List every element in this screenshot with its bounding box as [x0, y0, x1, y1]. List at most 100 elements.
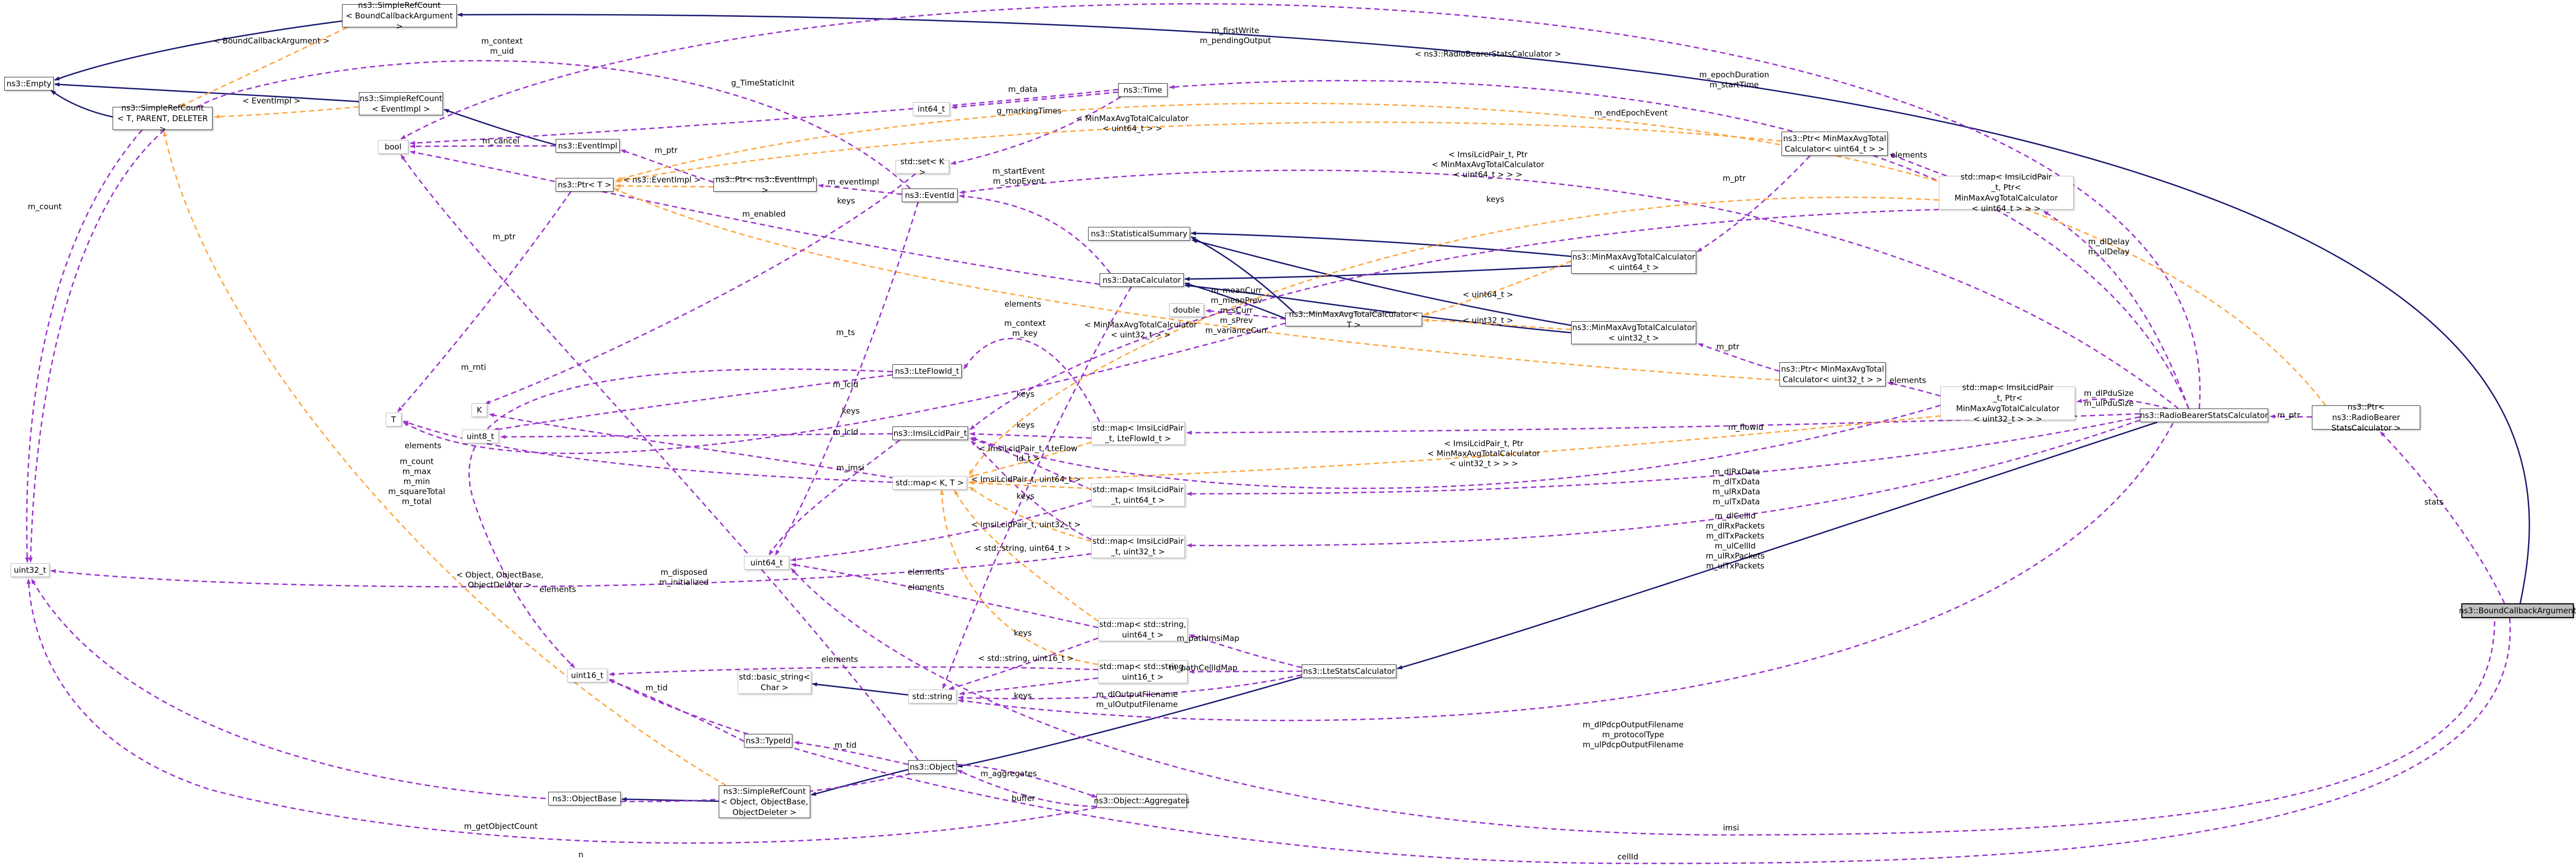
class-node-lteflowid[interactable]: ns3::LteFlowId_t [892, 364, 962, 378]
edge-member-22 [951, 91, 1119, 110]
class-node-set-k: std::set< K > [895, 157, 949, 177]
edge-template-60 [1424, 260, 1572, 316]
class-node-uint8: uint8_t [462, 430, 499, 443]
edge-member-69 [768, 439, 900, 555]
class-node-mmatc-u32[interactable]: ns3::MinMaxAvgTotalCalculator < uint32_t… [1571, 321, 1696, 344]
class-node-eventimpl[interactable]: ns3::EventImpl [556, 139, 620, 153]
edge-member-88 [51, 553, 1092, 588]
class-node-object[interactable]: ns3::Object [908, 760, 957, 774]
edge-member-20 [774, 202, 919, 555]
class-node-empty[interactable]: ns3::Empty [4, 77, 54, 91]
edge-template-82 [969, 481, 1092, 490]
edge-member-68 [493, 374, 893, 432]
class-node-eventid[interactable]: ns3::EventId [902, 188, 958, 202]
edge-member-92 [25, 130, 143, 563]
edge-template-54 [968, 196, 1939, 475]
edge-template-61 [1424, 318, 1572, 331]
class-node-ltestats[interactable]: ns3::LteStatsCalculator [1302, 664, 1396, 678]
edge-template-55 [615, 121, 1782, 183]
edge-template-74 [179, 26, 348, 107]
class-node-map-ilp-ptr32: std::map< ImsiLcidPair _t, Ptr< MinMaxAv… [1940, 383, 2075, 424]
class-node-map-kt: std::map< K, T > [892, 476, 967, 490]
edge-member-27 [942, 286, 1132, 689]
edge-member-87 [791, 563, 1099, 629]
edge-template-72 [163, 131, 727, 787]
edge-member-63 [403, 322, 1286, 454]
edge-member-50 [1189, 669, 1302, 674]
class-node-statsum[interactable]: ns3::StatisticalSummary [1088, 227, 1190, 241]
edge-member-89 [609, 666, 1099, 676]
edge-member-43 [400, 154, 919, 761]
edge-member-44 [31, 579, 911, 802]
edge-inheritance-0 [54, 20, 343, 81]
edge-inheritance-7 [1191, 231, 1572, 257]
class-node-rbsc[interactable]: ns3::RadioBearerStatsCalculator [2140, 409, 2268, 422]
class-node-ptr-rbsc[interactable]: ns3::Ptr< ns3::RadioBearer StatsCalculat… [2312, 402, 2420, 433]
edge-member-76 [970, 437, 1092, 491]
class-node-mmatc-u64[interactable]: ns3::MinMaxAvgTotalCalculator < uint64_t… [1571, 251, 1696, 274]
class-node-imsilcid[interactable]: ns3::ImsiLcidPair_t [892, 426, 968, 440]
edge-member-33 [1186, 419, 2140, 548]
edge-member-75 [970, 432, 1092, 439]
edge-member-39 [2380, 431, 2505, 604]
edge-member-17 [620, 149, 714, 183]
edge-member-29 [1169, 79, 2190, 409]
edge-template-83 [969, 486, 1092, 542]
edge-member-64 [403, 420, 893, 483]
edge-member-52 [1697, 155, 1810, 253]
edge-inheritance-15 [812, 682, 909, 696]
edge-member-51 [958, 674, 1302, 700]
class-node-uint64: uint64_t [744, 556, 789, 570]
class-node-ptr-mmatc-u64[interactable]: ns3::Ptr< MinMaxAvgTotal Calculator< uin… [1782, 132, 1888, 156]
edge-member-23 [951, 96, 1121, 165]
edge-member-36 [958, 423, 2174, 721]
edge-template-81 [969, 441, 1092, 478]
edge-member-62 [1205, 308, 1286, 320]
class-node-typeid[interactable]: ns3::TypeId [744, 734, 792, 748]
edge-inheritance-1 [54, 82, 359, 103]
edge-inheritance-9 [1192, 239, 1572, 326]
edge-member-78 [970, 208, 1939, 430]
class-node-aggregates[interactable]: ns3::Object::Aggregates [1094, 794, 1190, 808]
edge-member-79 [971, 404, 1941, 489]
edge-member-80 [963, 337, 1101, 422]
class-node-objectbase[interactable]: ns3::ObjectBase [548, 792, 621, 805]
edge-member-41 [609, 618, 2511, 864]
class-node-t: T [386, 413, 401, 426]
edge-inheritance-13 [811, 769, 909, 796]
class-node-src-bca[interactable]: ns3::SimpleRefCount < BoundCallbackArgum… [342, 1, 457, 31]
edge-member-67 [500, 433, 893, 439]
class-node-mmatc-t[interactable]: ns3::MinMaxAvgTotalCalculator< T > [1285, 310, 1422, 330]
class-node-double: double [1169, 303, 1204, 317]
edge-member-91 [959, 677, 1099, 696]
class-node-map-ilp-u32: std::map< ImsiLcidPair _t, uint32_t > [1091, 535, 1185, 558]
edge-member-47 [26, 579, 1097, 844]
edge-member-30 [959, 170, 2179, 410]
edge-member-19 [818, 183, 902, 195]
edge-member-71 [397, 191, 572, 412]
class-node-src-ooo[interactable]: ns3::SimpleRefCount < Object, ObjectBase… [719, 785, 810, 818]
class-node-basicstring: std::basic_string< Char > [738, 671, 811, 694]
edge-member-37 [2270, 414, 2312, 419]
edge-member-56 [1698, 343, 1780, 372]
edge-member-45 [956, 763, 1097, 798]
class-node-time[interactable]: ns3::Time [1118, 83, 1168, 97]
edge-member-86 [791, 499, 1092, 562]
class-node-bca: ns3::BoundCallbackArgument [2459, 603, 2576, 618]
class-node-datacalc[interactable]: ns3::DataCalculator [1100, 273, 1184, 287]
edge-member-66 [485, 173, 916, 405]
class-node-bool: bool [378, 140, 408, 154]
class-node-ptr-t[interactable]: ns3::Ptr< T > [556, 178, 613, 192]
edge-member-34 [2043, 210, 2190, 409]
edge-inheritance-2 [51, 89, 113, 118]
class-node-src-tpd[interactable]: ns3::SimpleRefCount < T, PARENT, DELETER… [113, 103, 213, 134]
class-node-ptr-eventimpl[interactable]: ns3::Ptr< ns3::EventImpl > [713, 175, 817, 195]
class-node-map-s-u64: std::map< std::string, uint64_t > [1098, 618, 1188, 641]
edge-template-38 [616, 102, 2327, 406]
edge-template-58 [969, 415, 1941, 484]
class-node-ptr-mmatc-u32[interactable]: ns3::Ptr< MinMaxAvgTotal Calculator< uin… [1779, 362, 1886, 386]
edge-member-49 [1189, 634, 1302, 669]
edge-member-21 [28, 60, 911, 563]
class-node-src-eventimpl[interactable]: ns3::SimpleRefCount < EventImpl > [359, 92, 443, 115]
